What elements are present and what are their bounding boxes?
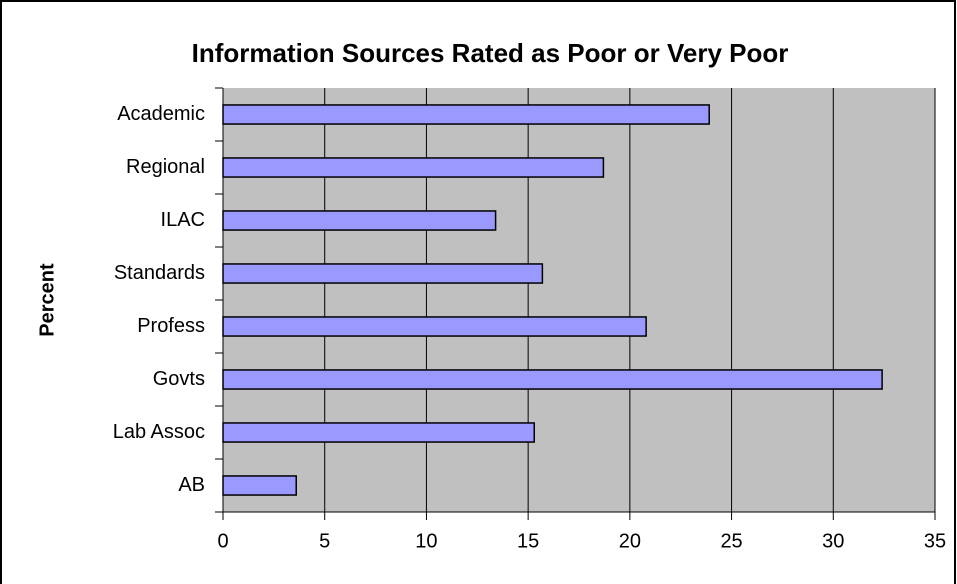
bar	[222, 210, 497, 231]
y-tick-label: Govts	[153, 368, 205, 390]
plot-area	[223, 88, 935, 512]
y-tick-label: ILAC	[161, 209, 205, 231]
x-tick-label: 10	[415, 530, 437, 552]
bar	[222, 104, 710, 125]
y-axis-label: Percent	[36, 263, 58, 337]
y-tick-label: Regional	[126, 156, 205, 178]
bar	[222, 369, 883, 390]
y-tick-label: AB	[178, 474, 205, 496]
y-tick-label: Standards	[114, 262, 205, 284]
x-tick-label: 0	[217, 530, 228, 552]
x-tick-label: 5	[319, 530, 330, 552]
y-tick-label: Academic	[117, 103, 205, 125]
y-tick-label: Profess	[137, 315, 205, 337]
x-tick-label: 20	[619, 530, 641, 552]
x-tick-label: 25	[720, 530, 742, 552]
bar	[222, 316, 647, 337]
bar	[222, 263, 544, 284]
bar	[222, 422, 535, 443]
bar	[222, 157, 605, 178]
chart-title: Information Sources Rated as Poor or Ver…	[192, 38, 789, 68]
x-tick-label: 15	[517, 530, 539, 552]
y-tick-label: Lab Assoc	[113, 421, 205, 443]
x-tick-label: 30	[822, 530, 844, 552]
bar	[222, 475, 297, 496]
x-tick-label: 35	[924, 530, 946, 552]
